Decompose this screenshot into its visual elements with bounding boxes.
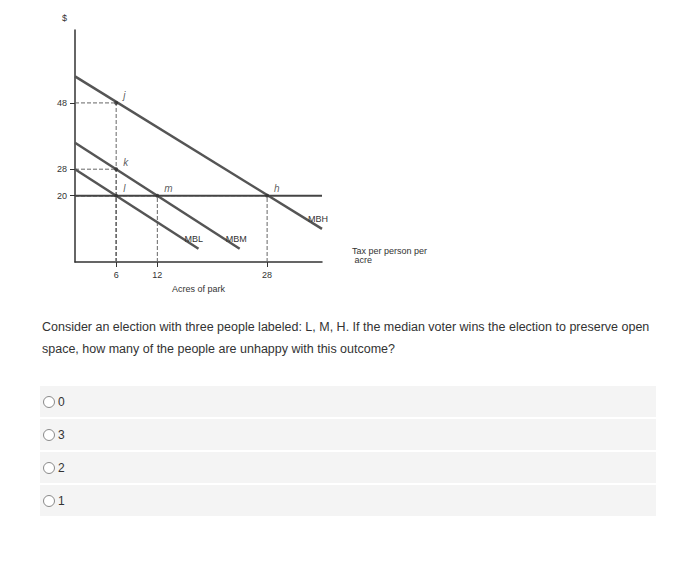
svg-text:Tax per person per: Tax per person per — [352, 245, 427, 256]
svg-text:MBH: MBH — [308, 214, 328, 224]
html-text:Consider an election with thre: Consider an election with three people l… — [42, 320, 650, 356]
svg-text:m: m — [164, 183, 172, 194]
svg-text:h: h — [274, 183, 280, 194]
svg-text:l: l — [123, 183, 126, 194]
svg-text:28: 28 — [262, 270, 272, 280]
svg-text:MBL: MBL — [185, 234, 204, 244]
html-text:2: 2 — [58, 461, 65, 475]
svg-text:Acres of park: Acres of park — [172, 284, 226, 294]
html-text:3: 3 — [58, 428, 65, 442]
svg-text:MBM: MBM — [226, 234, 247, 244]
svg-text:k: k — [123, 157, 129, 168]
svg-text:$: $ — [62, 13, 67, 23]
svg-text:j: j — [121, 90, 126, 101]
svg-text:acre: acre — [352, 255, 372, 265]
svg-text:48: 48 — [57, 98, 67, 108]
svg-text:28: 28 — [57, 164, 67, 174]
svg-text:12: 12 — [152, 270, 162, 280]
svg-text:20: 20 — [57, 191, 67, 201]
svg-text:6: 6 — [114, 270, 119, 280]
html-text:1: 1 — [58, 494, 65, 508]
html-text:0: 0 — [58, 395, 65, 409]
